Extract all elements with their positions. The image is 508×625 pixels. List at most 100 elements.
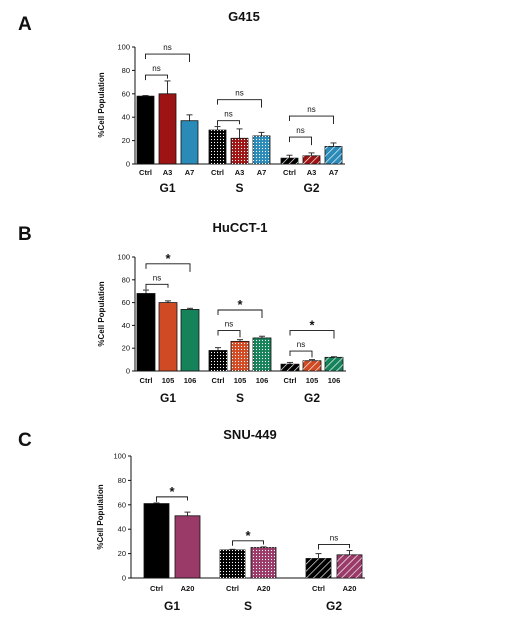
panel-a: A G415 %Cell Population 0 20 40 60 80 100 Ctrl…	[18, 9, 345, 195]
group-label: S	[235, 181, 243, 195]
significance-label: ns	[235, 89, 243, 98]
panel-letter-a: A	[18, 14, 32, 35]
x-category-label: Ctrl	[283, 168, 296, 177]
significance-bracket	[156, 496, 188, 502]
significance-label: ns	[152, 64, 160, 73]
significance-label: *	[309, 318, 315, 333]
significance-bracket	[217, 309, 263, 319]
group-label: G2	[304, 391, 320, 405]
bar-pattern	[306, 558, 331, 578]
x-category-label: A20	[181, 584, 195, 593]
significance-bracket	[217, 330, 241, 338]
x-category-label: 106	[328, 376, 341, 385]
bar	[158, 93, 177, 165]
significance-label: ns	[163, 43, 171, 52]
y-tick-label: 0	[122, 574, 126, 583]
x-category-label: 105	[306, 376, 319, 385]
significance-label: ns	[296, 126, 304, 135]
x-category-label: Ctrl	[150, 584, 163, 593]
significance-bracket	[289, 330, 335, 339]
x-category-label: Ctrl	[212, 376, 225, 385]
bar-pattern	[337, 554, 362, 578]
y-tick-label: 40	[122, 321, 130, 330]
bar	[174, 515, 201, 579]
x-category-label: Ctrl	[284, 376, 297, 385]
significance-label: ns	[297, 340, 305, 349]
y-axis-label-b: %Cell Population	[97, 281, 106, 346]
y-tick-label: 100	[117, 43, 130, 52]
chart-title-c: SNU-449	[223, 427, 276, 442]
significance-label: *	[169, 484, 175, 499]
x-category-label: 106	[184, 376, 197, 385]
bar-pattern	[209, 350, 227, 371]
y-axis-label-a: %Cell Population	[97, 72, 106, 137]
bar-pattern	[253, 135, 270, 164]
x-category-label: A3	[163, 168, 173, 177]
group-label: G1	[164, 599, 180, 613]
bar-pattern	[303, 155, 320, 164]
x-category-label: A7	[185, 168, 195, 177]
significance-label: ns	[330, 533, 338, 542]
plot-area-b: 0 20 40 60 80 100 Ctrl 105 106 G1 Ctrl 105 106 S Ctrl 1…	[117, 251, 346, 405]
y-tick-label: 20	[122, 136, 130, 145]
significance-label: *	[245, 528, 251, 543]
bar-pattern	[231, 138, 248, 164]
chart-title-a: G415	[228, 9, 260, 24]
group-label: G2	[326, 599, 342, 613]
bar-pattern	[251, 547, 276, 578]
significance-bracket	[289, 136, 312, 146]
panel-letter-c: C	[18, 430, 32, 451]
x-category-label: Ctrl	[312, 584, 325, 593]
y-tick-label: 100	[117, 253, 130, 262]
x-category-label: A20	[343, 584, 357, 593]
bar-pattern	[253, 337, 271, 371]
panel-c: C SNU-449 %Cell Population 0 20 40 60 80 100 C…	[18, 427, 365, 613]
group-label: G2	[303, 181, 319, 195]
y-tick-label: 100	[113, 452, 126, 461]
bar-pattern	[303, 360, 321, 371]
significance-bracket	[232, 540, 264, 546]
bar	[180, 120, 199, 165]
x-category-label: A7	[329, 168, 339, 177]
y-tick-label: 60	[122, 89, 130, 98]
x-category-label: Ctrl	[226, 584, 239, 593]
bar-pattern	[281, 158, 298, 164]
bar-pattern	[325, 146, 342, 164]
x-category-label: Ctrl	[140, 376, 153, 385]
x-category-label: Ctrl	[139, 168, 152, 177]
group-label: S	[244, 599, 252, 613]
bar	[158, 302, 178, 372]
significance-bracket	[145, 263, 191, 272]
bar-pattern	[281, 364, 299, 371]
y-tick-label: 20	[122, 344, 130, 353]
x-category-label: 106	[256, 376, 269, 385]
bar	[136, 95, 155, 165]
significance-bracket	[145, 283, 169, 290]
y-tick-label: 80	[122, 275, 130, 284]
panel-letter-b: B	[18, 224, 32, 245]
significance-label: *	[165, 251, 171, 266]
x-category-label: Ctrl	[211, 168, 224, 177]
x-category-label: A3	[235, 168, 245, 177]
group-label: G1	[159, 181, 175, 195]
y-axis-label-c: %Cell Population	[96, 484, 105, 549]
y-tick-label: 40	[122, 113, 130, 122]
bar-pattern	[209, 130, 226, 164]
bar	[180, 309, 200, 372]
panel-b: B HuCCT-1 %Cell Population 0 20 40 60 80 100 C…	[18, 220, 346, 405]
y-tick-label: 60	[122, 298, 130, 307]
y-tick-label: 20	[118, 549, 126, 558]
bar	[136, 293, 156, 372]
significance-bracket	[217, 120, 240, 126]
significance-bracket	[318, 544, 350, 550]
significance-bracket	[289, 350, 313, 358]
group-label: S	[236, 391, 244, 405]
bar-pattern	[231, 341, 249, 371]
significance-label: *	[237, 297, 243, 312]
chart-title-b: HuCCT-1	[213, 220, 268, 235]
bar-pattern	[325, 357, 343, 371]
y-tick-label: 60	[118, 500, 126, 509]
bar-pattern	[220, 549, 245, 578]
significance-label: ns	[153, 273, 161, 282]
